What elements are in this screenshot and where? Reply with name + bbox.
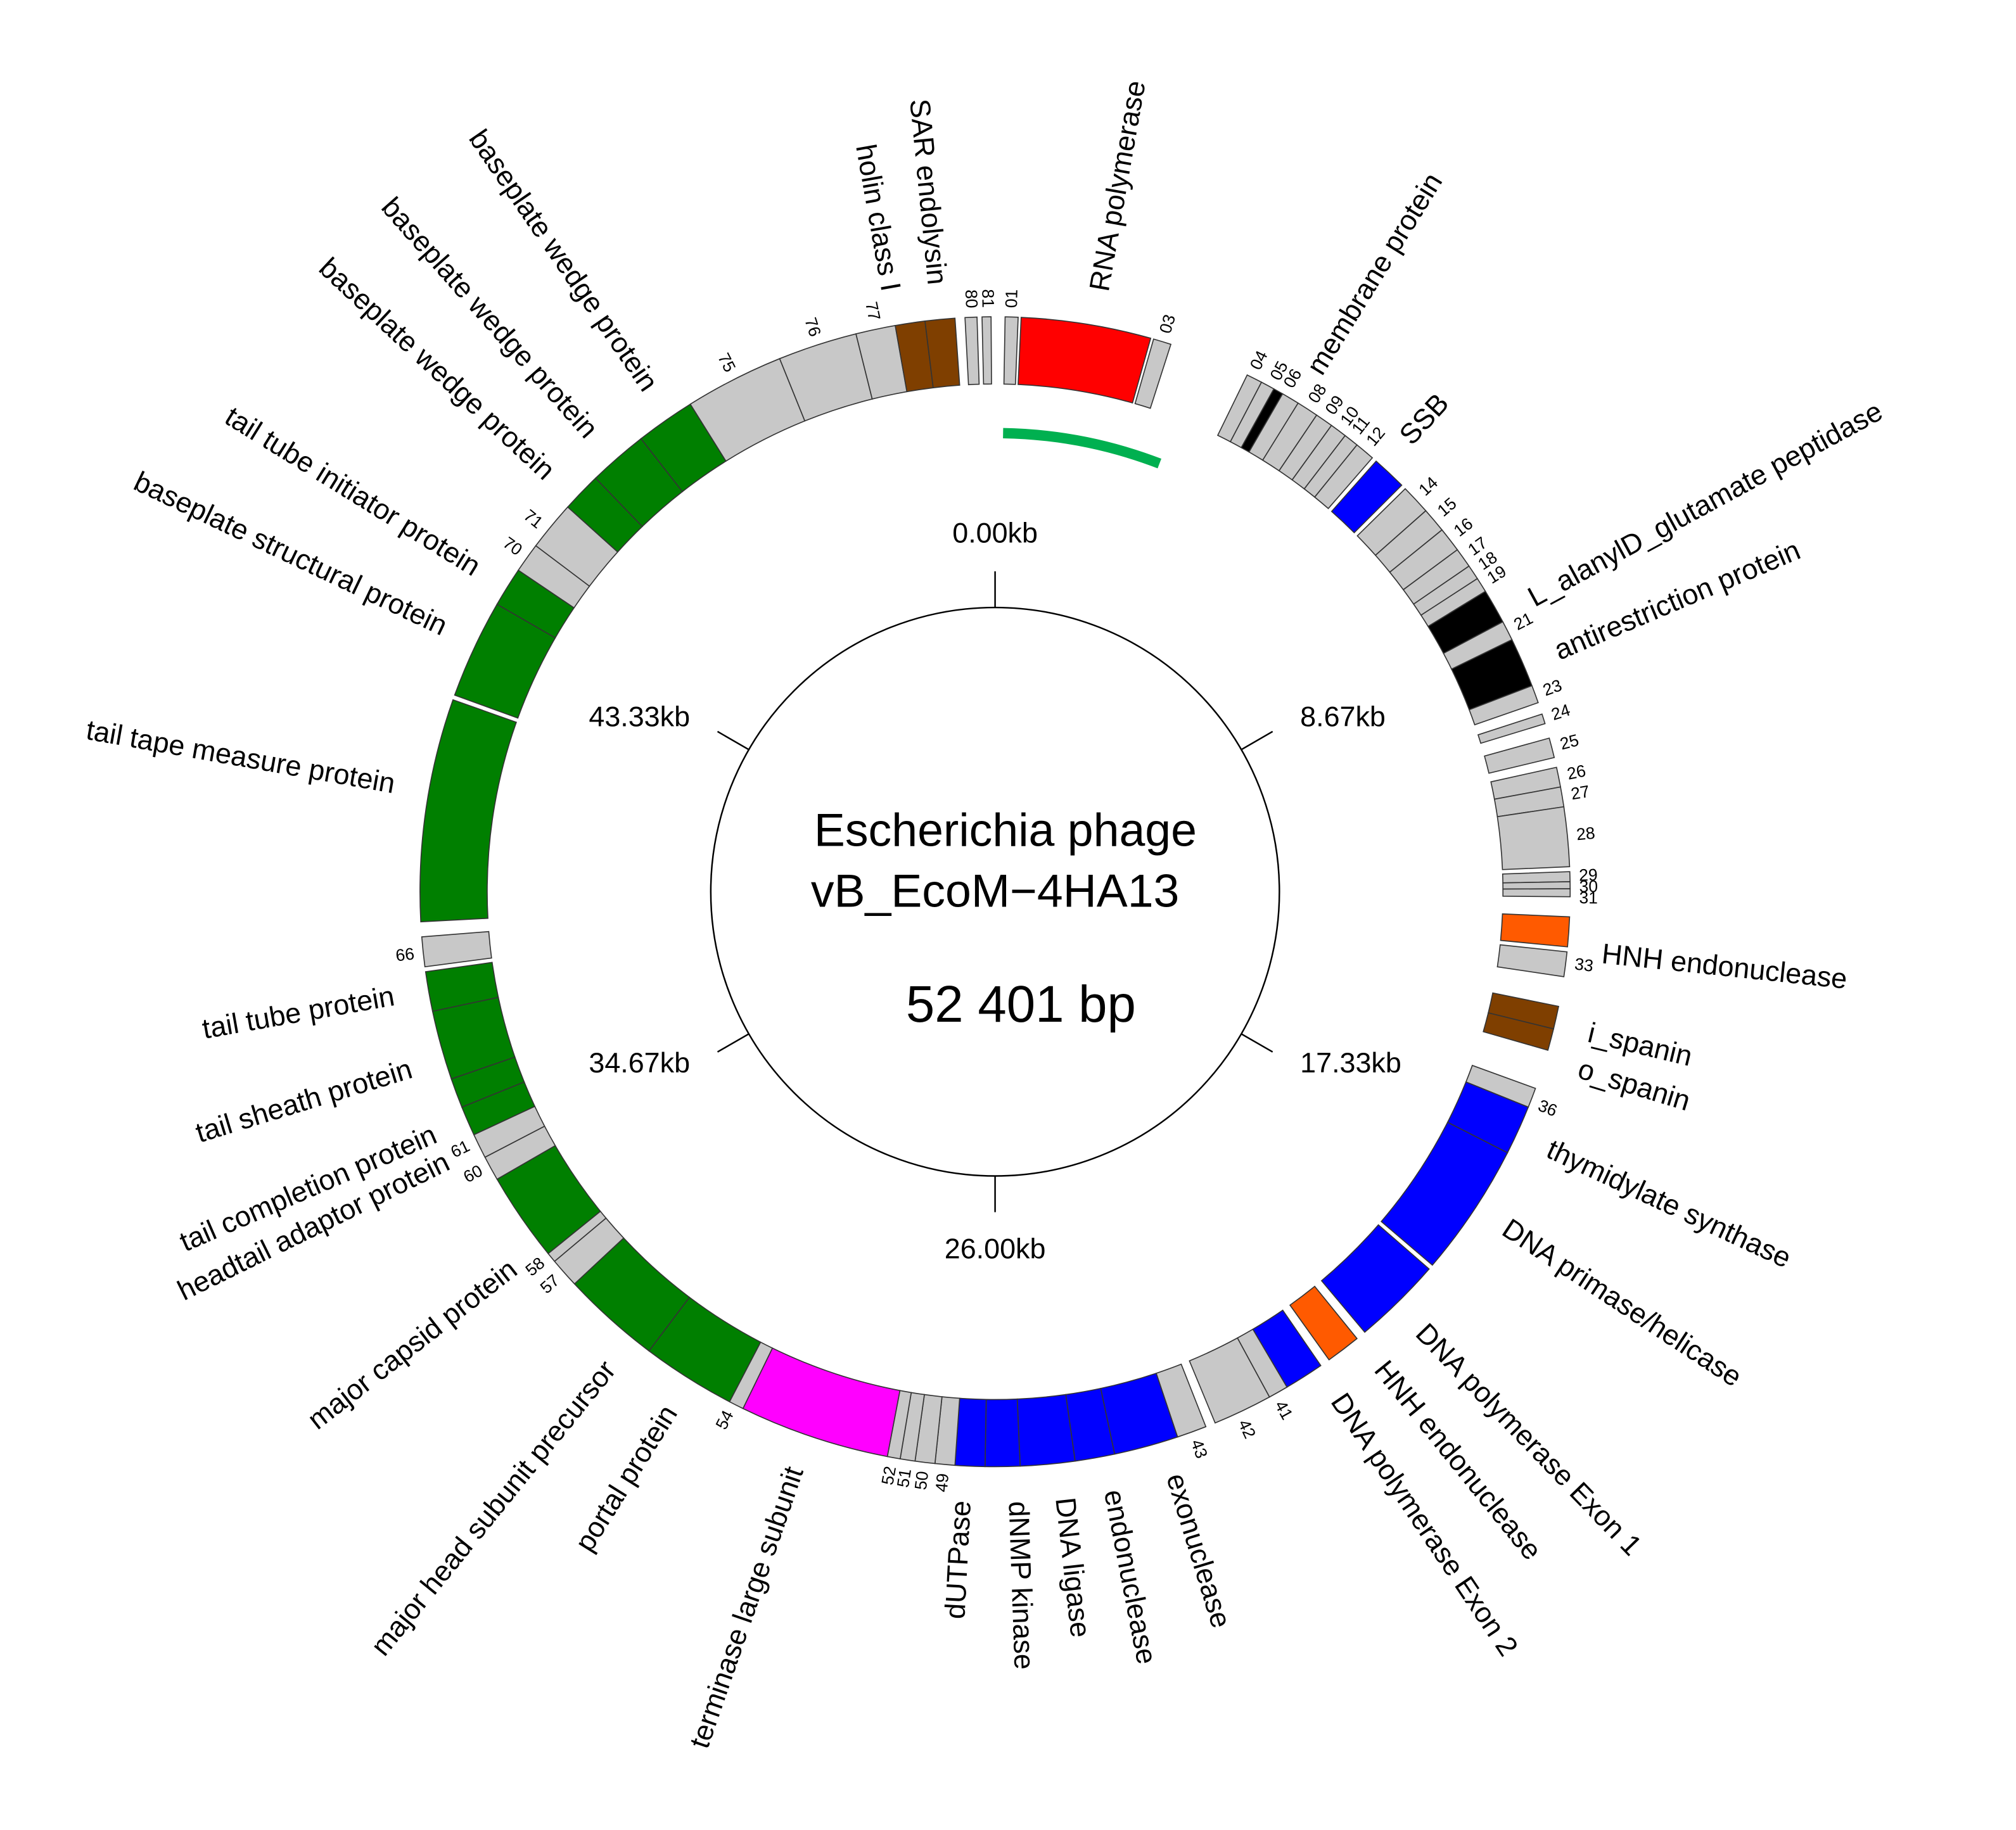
gene-number: 80 [962,289,981,308]
gene-arc [1003,316,1019,385]
gene-arc [1496,944,1568,977]
gene-number: 29 [1579,865,1598,885]
genome-id: vB_EcoM−4HA13 [811,865,1180,917]
gene-number: 28 [1576,823,1596,844]
scale-label: 17.33kb [1300,1046,1401,1079]
gene-arc [1502,871,1571,884]
scale-tick [717,1033,750,1053]
scale-label: 0.00kb [952,517,1038,549]
gene-arc [1483,1012,1555,1051]
gene-arc [1477,713,1546,744]
gene-number: 26 [1566,761,1588,783]
scale-label: 43.33kb [589,700,690,732]
scale-tick [1241,1033,1273,1053]
gene-arc [1134,338,1172,409]
gene-number: 30 [1579,877,1598,896]
gene-arc [1502,881,1571,890]
gene-arc [1381,1121,1509,1266]
gene-arc [1502,888,1571,898]
gene-number: 77 [862,300,884,322]
scale-label: 34.67kb [589,1046,690,1079]
gene-number: 25 [1558,730,1581,753]
gene-arc [1468,685,1539,726]
scale-label: 26.00kb [945,1233,1046,1265]
gene-number: 31 [1579,888,1598,907]
gene-arc [1189,1337,1270,1424]
gene-arc [954,1397,987,1468]
gene-arc [1500,913,1571,948]
gene-number: 66 [395,944,416,965]
scale-tick [1241,730,1273,751]
gene-number: 49 [932,1473,952,1493]
gene-number: 50 [911,1470,932,1491]
gene-arc [424,962,499,1012]
gene-number: 27 [1569,782,1591,803]
gene-arc [1484,737,1555,774]
gene-arc [421,931,492,968]
gene-number: 52 [877,1465,900,1486]
gene-arc [1496,806,1571,870]
gene-arc [1313,444,1374,509]
scale-tick [717,730,750,751]
gene-arc [1018,317,1152,404]
gene-ring [419,316,1571,1468]
gene-arc [1016,1394,1076,1467]
scale-label: 8.67kb [1300,700,1386,732]
gene-number: 51 [893,1468,915,1489]
gene-number: 81 [978,289,997,308]
gene-arc [984,1398,1021,1468]
gene-arc [1320,1224,1430,1333]
gene-arc [964,316,980,386]
gene-function: dNMP kinase [1002,1501,1040,1670]
gene-function: dUTPase [938,1500,977,1620]
genome-name: Escherichia phage [814,804,1197,856]
gene-arc [924,317,960,389]
genome-length: 52 401 bp [906,975,1136,1033]
gene-number: 01 [1002,289,1021,308]
highlight-band [1003,428,1162,469]
gene-arc [419,699,518,923]
gene-arc [1330,460,1403,534]
gene-arc [981,316,992,385]
gene-number: 33 [1574,954,1595,975]
gene-arc [1289,1285,1358,1361]
